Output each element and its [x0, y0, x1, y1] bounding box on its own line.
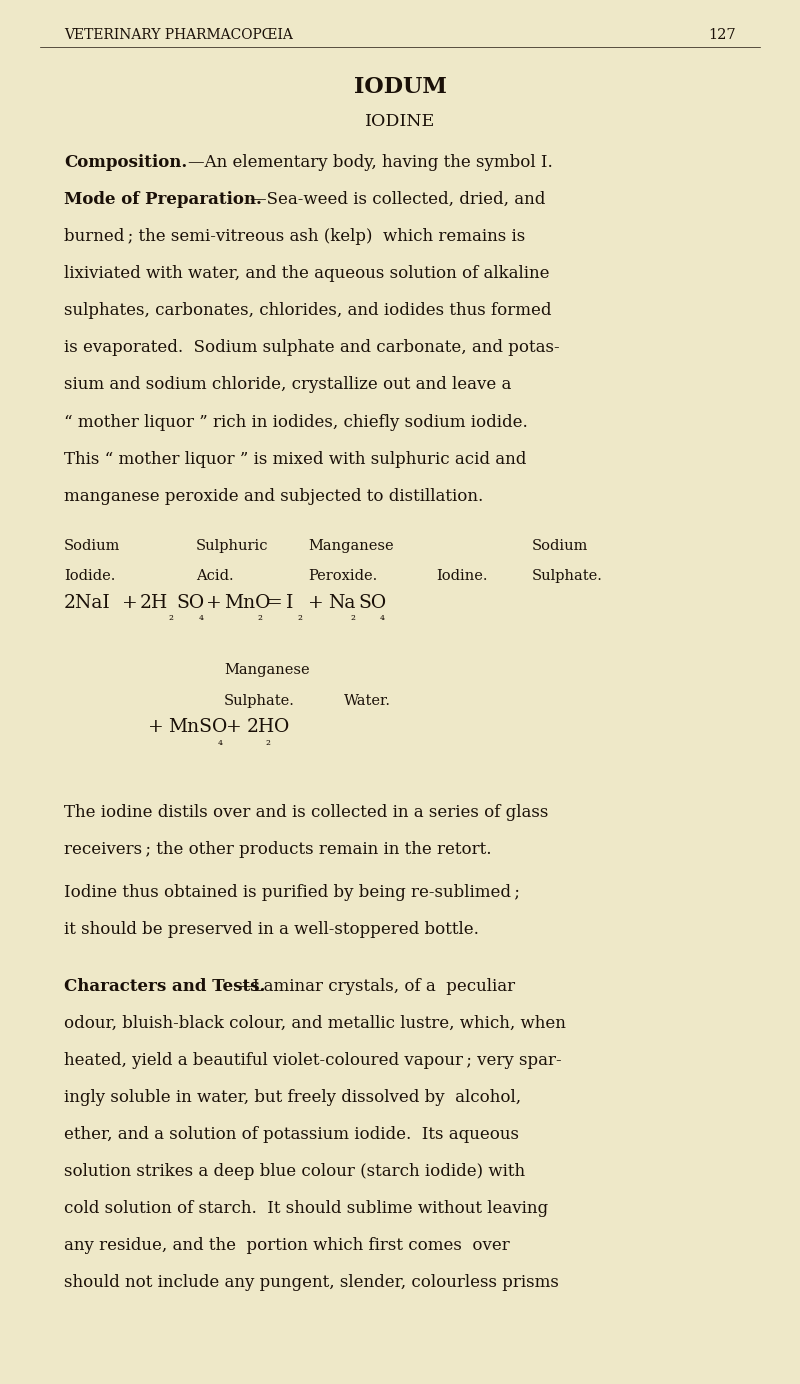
Text: Sulphate.: Sulphate. — [532, 569, 603, 583]
Text: “ mother liquor ” rich in iodides, chiefly sodium iodide.: “ mother liquor ” rich in iodides, chief… — [64, 414, 528, 430]
Text: Mode of Preparation.: Mode of Preparation. — [64, 191, 262, 208]
Text: burned ; the semi-vitreous ash (kelp)  which remains is: burned ; the semi-vitreous ash (kelp) wh… — [64, 228, 526, 245]
Text: Peroxide.: Peroxide. — [308, 569, 378, 583]
Text: —Sea-weed is collected, dried, and: —Sea-weed is collected, dried, and — [250, 191, 545, 208]
Text: ₂: ₂ — [168, 610, 173, 623]
Text: is evaporated.  Sodium sulphate and carbonate, and potas-: is evaporated. Sodium sulphate and carbo… — [64, 339, 560, 356]
Text: receivers ; the other products remain in the retort.: receivers ; the other products remain in… — [64, 841, 491, 858]
Text: Sulphuric: Sulphuric — [196, 538, 269, 552]
Text: ₂: ₂ — [350, 610, 355, 623]
Text: +: + — [308, 594, 324, 612]
Text: Sodium: Sodium — [64, 538, 120, 552]
Text: ₂: ₂ — [258, 610, 262, 623]
Text: —Laminar crystals, of a  peculiar: —Laminar crystals, of a peculiar — [236, 977, 515, 995]
Text: should not include any pungent, slender, colourless prisms: should not include any pungent, slender,… — [64, 1275, 559, 1291]
Text: Sulphate.: Sulphate. — [224, 693, 295, 707]
Text: Iodide.: Iodide. — [64, 569, 115, 583]
Text: IODUM: IODUM — [354, 76, 446, 98]
Text: Characters and Tests.: Characters and Tests. — [64, 977, 266, 995]
Text: VETERINARY PHARMACOPŒIA: VETERINARY PHARMACOPŒIA — [64, 28, 293, 42]
Text: Manganese: Manganese — [224, 663, 310, 677]
Text: —An elementary body, having the symbol I.: —An elementary body, having the symbol I… — [188, 154, 553, 170]
Text: Manganese: Manganese — [308, 538, 394, 552]
Text: ether, and a solution of potassium iodide.  Its aqueous: ether, and a solution of potassium iodid… — [64, 1127, 519, 1143]
Text: Water.: Water. — [344, 693, 391, 707]
Text: Iodine thus obtained is purified by being re-sublimed ;: Iodine thus obtained is purified by bein… — [64, 884, 520, 901]
Text: Composition.: Composition. — [64, 154, 187, 170]
Text: The iodine distils over and is collected in a series of glass: The iodine distils over and is collected… — [64, 804, 548, 821]
Text: ₄: ₄ — [198, 610, 203, 623]
Text: odour, bluish-black colour, and metallic lustre, which, when: odour, bluish-black colour, and metallic… — [64, 1014, 566, 1031]
Text: This “ mother liquor ” is mixed with sulphuric acid and: This “ mother liquor ” is mixed with sul… — [64, 451, 526, 468]
Text: ₂: ₂ — [298, 610, 302, 623]
Text: Acid.: Acid. — [196, 569, 234, 583]
Text: cold solution of starch.  It should sublime without leaving: cold solution of starch. It should subli… — [64, 1200, 548, 1217]
Text: MnO: MnO — [224, 594, 270, 612]
Text: MnSO: MnSO — [168, 718, 227, 736]
Text: =: = — [267, 594, 283, 612]
Text: 2NaI: 2NaI — [64, 594, 110, 612]
Text: +: + — [148, 718, 164, 736]
Text: it should be preserved in a well-stoppered bottle.: it should be preserved in a well-stopper… — [64, 922, 479, 938]
Text: Sodium: Sodium — [532, 538, 588, 552]
Text: sium and sodium chloride, crystallize out and leave a: sium and sodium chloride, crystallize ou… — [64, 376, 511, 393]
Text: solution strikes a deep blue colour (starch iodide) with: solution strikes a deep blue colour (sta… — [64, 1163, 525, 1181]
Text: ₄: ₄ — [218, 735, 222, 747]
Text: sulphates, carbonates, chlorides, and iodides thus formed: sulphates, carbonates, chlorides, and io… — [64, 302, 551, 320]
Text: I: I — [286, 594, 294, 612]
Text: Iodine.: Iodine. — [436, 569, 487, 583]
Text: manganese peroxide and subjected to distillation.: manganese peroxide and subjected to dist… — [64, 487, 483, 505]
Text: any residue, and the  portion which first comes  over: any residue, and the portion which first… — [64, 1237, 510, 1254]
Text: lixiviated with water, and the aqueous solution of alkaline: lixiviated with water, and the aqueous s… — [64, 266, 550, 282]
Text: +: + — [206, 594, 222, 612]
Text: SO: SO — [358, 594, 386, 612]
Text: 2H: 2H — [140, 594, 168, 612]
Text: ₂: ₂ — [266, 735, 270, 747]
Text: ₄: ₄ — [379, 610, 384, 623]
Text: 127: 127 — [708, 28, 736, 42]
Text: heated, yield a beautiful violet-coloured vapour ; very spar-: heated, yield a beautiful violet-coloure… — [64, 1052, 562, 1068]
Text: 2H: 2H — [246, 718, 274, 736]
Text: +: + — [226, 718, 242, 736]
Text: ingly soluble in water, but freely dissolved by  alcohol,: ingly soluble in water, but freely disso… — [64, 1089, 521, 1106]
Text: O: O — [274, 718, 289, 736]
Text: IODINE: IODINE — [365, 113, 435, 130]
Text: Na: Na — [328, 594, 355, 612]
Text: SO: SO — [176, 594, 204, 612]
Text: +: + — [122, 594, 138, 612]
